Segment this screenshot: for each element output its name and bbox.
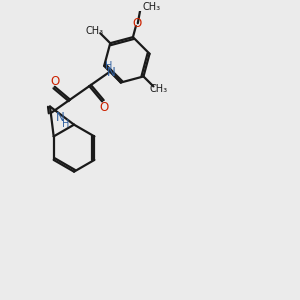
Text: H: H <box>105 61 112 71</box>
Text: N: N <box>56 111 65 124</box>
Text: H: H <box>62 119 70 129</box>
Text: CH₃: CH₃ <box>85 26 104 36</box>
Text: O: O <box>50 75 59 88</box>
Text: CH₃: CH₃ <box>142 2 160 12</box>
Text: CH₃: CH₃ <box>149 85 168 94</box>
Text: O: O <box>100 101 109 114</box>
Text: O: O <box>133 17 142 30</box>
Text: N: N <box>106 66 115 79</box>
